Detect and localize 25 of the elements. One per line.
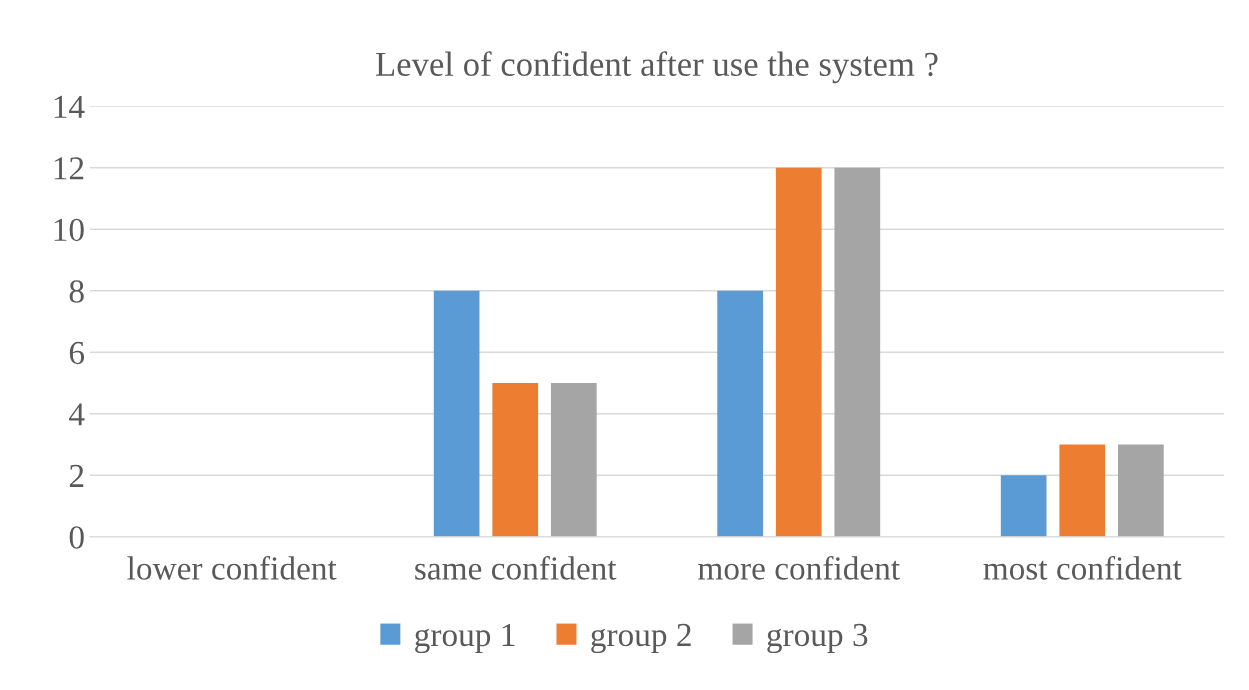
x-tick-label: same confident xyxy=(415,555,617,580)
y-tick-label: 10 xyxy=(54,218,84,242)
x-tick-label: more confident xyxy=(698,555,900,580)
x-tick-label: lower confident xyxy=(127,555,337,580)
x-tick-label: most confident xyxy=(983,555,1182,580)
y-tick-label: 14 xyxy=(54,95,85,118)
bar xyxy=(717,290,763,537)
bar xyxy=(1059,444,1106,537)
y-tick-label: 8 xyxy=(69,280,84,303)
chart-title: Level of confident after use the system ? xyxy=(375,51,938,84)
bar xyxy=(1000,475,1047,537)
bar xyxy=(775,167,822,537)
legend-label: group 2 xyxy=(591,623,691,654)
legend-label: group 1 xyxy=(415,623,515,654)
y-tick-label: 2 xyxy=(69,464,84,487)
bar xyxy=(1118,444,1164,537)
bar xyxy=(550,383,597,537)
y-tick-label: 0 xyxy=(69,526,84,549)
legend-label: group 3 xyxy=(767,623,868,654)
y-tick-label: 12 xyxy=(54,157,84,180)
bar xyxy=(834,167,881,537)
y-tick-label: 4 xyxy=(69,403,85,426)
y-tick-label: 6 xyxy=(69,341,85,365)
bar xyxy=(433,290,480,537)
bar xyxy=(492,383,539,537)
